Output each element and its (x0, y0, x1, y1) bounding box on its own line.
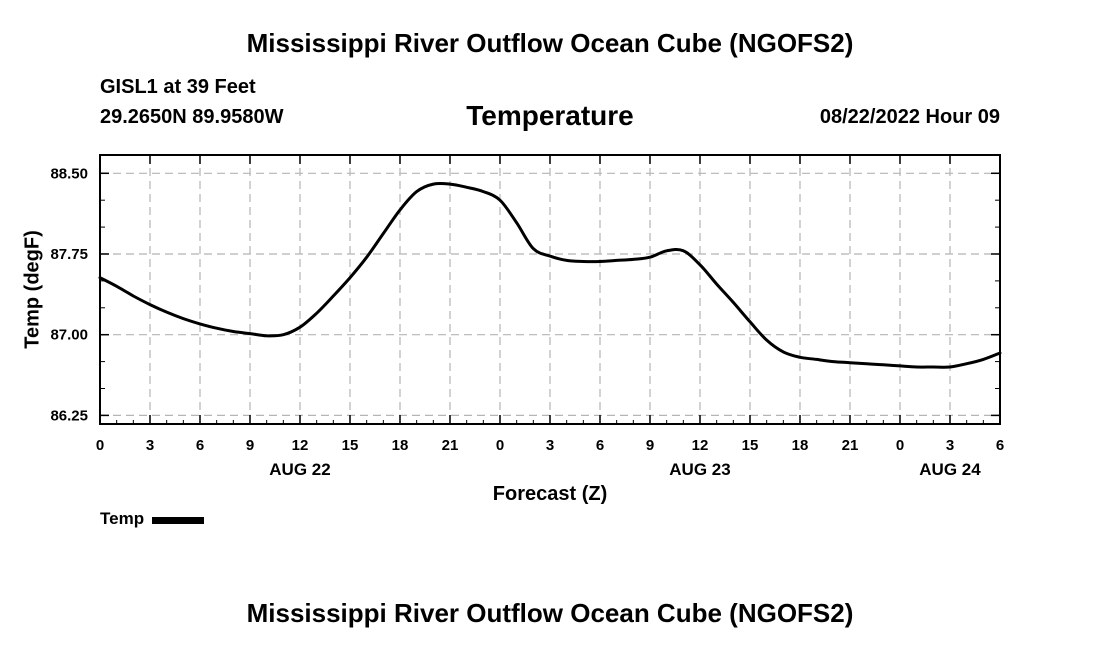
axis-ticks (99, 155, 1001, 424)
x-tick-label: 21 (442, 437, 459, 454)
x-tick-label: 0 (496, 437, 504, 454)
axis-labels: 0 3 6 9 12 15 18 21 0 3 6 9 12 15 18 21 0 3 6 86.25 87.00 87.… (50, 165, 1004, 479)
forecast-datetime: 08/22/2022 Hour 09 (819, 106, 1000, 128)
x-axis-label: Forecast (Z) (493, 483, 607, 505)
chart-footer-title: Mississippi River Outflow Ocean Cube (NG… (246, 598, 854, 628)
legend-label: Temp (100, 509, 145, 528)
y-tick-label: 87.75 (50, 246, 88, 263)
y-tick-label: 87.00 (50, 327, 88, 344)
temp-series-line (98, 181, 1002, 369)
x-tick-label: 3 (146, 437, 154, 454)
variable-title: Temperature (466, 100, 634, 131)
x-tick-label: 15 (342, 437, 359, 454)
plot-frame (99, 154, 1001, 425)
x-tick-label: 18 (792, 437, 809, 454)
coordinates-label: 29.2650N 89.9580W (100, 106, 284, 128)
date-label: AUG 22 (269, 460, 330, 479)
chart-main-title: Mississippi River Outflow Ocean Cube (NG… (246, 28, 854, 58)
date-label: AUG 23 (669, 460, 730, 479)
x-tick-label: 21 (842, 437, 859, 454)
grid-lines (100, 155, 1000, 424)
legend-swatch-line (152, 516, 205, 524)
y-axis-label: Temp (degF) (21, 230, 43, 349)
x-tick-label: 12 (292, 437, 309, 454)
x-tick-label: 3 (946, 437, 954, 454)
y-tick-label: 86.25 (50, 407, 88, 424)
x-tick-label: 9 (646, 437, 654, 454)
x-tick-label: 3 (546, 437, 554, 454)
x-tick-label: 6 (196, 437, 204, 454)
x-tick-label: 0 (96, 437, 104, 454)
x-tick-label: 12 (692, 437, 709, 454)
x-tick-label: 0 (896, 437, 904, 454)
x-tick-label: 15 (742, 437, 759, 454)
station-label: GISL1 at 39 Feet (100, 76, 256, 98)
x-tick-label: 9 (246, 437, 254, 454)
legend: Temp (100, 509, 205, 529)
x-tick-label: 6 (996, 437, 1004, 454)
x-tick-label: 18 (392, 437, 409, 454)
x-tick-label: 6 (596, 437, 604, 454)
y-tick-label: 88.50 (50, 165, 88, 182)
date-label: AUG 24 (919, 460, 981, 479)
